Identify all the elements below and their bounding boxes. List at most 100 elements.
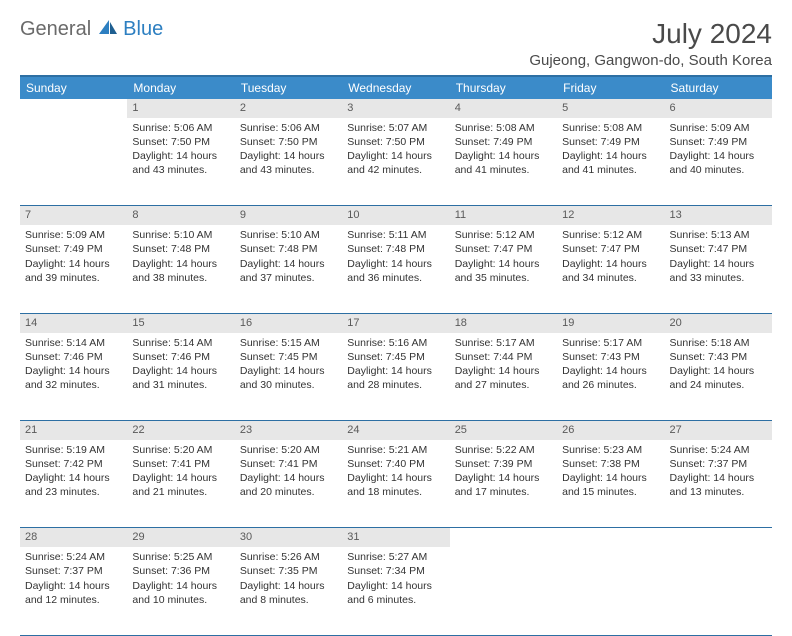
day-day2: and 23 minutes. <box>25 485 122 499</box>
day-sunrise: Sunrise: 5:27 AM <box>347 550 444 564</box>
day-sunrise: Sunrise: 5:17 AM <box>455 336 552 350</box>
day-sunset: Sunset: 7:41 PM <box>240 457 337 471</box>
day-sunrise: Sunrise: 5:23 AM <box>562 443 659 457</box>
day-cell: Sunrise: 5:09 AMSunset: 7:49 PMDaylight:… <box>20 225 127 313</box>
day-number: 9 <box>235 206 342 225</box>
day-day1: Daylight: 14 hours <box>455 149 552 163</box>
day-day2: and 41 minutes. <box>562 163 659 177</box>
day-cell: Sunrise: 5:23 AMSunset: 7:38 PMDaylight:… <box>557 440 664 528</box>
day-sunrise: Sunrise: 5:09 AM <box>25 228 122 242</box>
day-sunset: Sunset: 7:39 PM <box>455 457 552 471</box>
day-number: 30 <box>235 528 342 547</box>
day-sunset: Sunset: 7:35 PM <box>240 564 337 578</box>
day-number <box>450 528 557 547</box>
day-sunset: Sunset: 7:43 PM <box>670 350 767 364</box>
day-day1: Daylight: 14 hours <box>670 257 767 271</box>
day-cell: Sunrise: 5:22 AMSunset: 7:39 PMDaylight:… <box>450 440 557 528</box>
day-sunrise: Sunrise: 5:13 AM <box>670 228 767 242</box>
day-day1: Daylight: 14 hours <box>240 149 337 163</box>
day-sunset: Sunset: 7:34 PM <box>347 564 444 578</box>
day-day1: Daylight: 14 hours <box>562 364 659 378</box>
logo-text-general: General <box>20 18 91 41</box>
day-cell: Sunrise: 5:18 AMSunset: 7:43 PMDaylight:… <box>665 333 772 421</box>
day-day2: and 12 minutes. <box>25 593 122 607</box>
day-cell: Sunrise: 5:06 AMSunset: 7:50 PMDaylight:… <box>235 118 342 206</box>
day-sunset: Sunset: 7:38 PM <box>562 457 659 471</box>
day-sunrise: Sunrise: 5:21 AM <box>347 443 444 457</box>
day-sunrise: Sunrise: 5:06 AM <box>132 121 229 135</box>
day-number <box>557 528 664 547</box>
day-sunset: Sunset: 7:46 PM <box>25 350 122 364</box>
day-day2: and 8 minutes. <box>240 593 337 607</box>
day-sunrise: Sunrise: 5:19 AM <box>25 443 122 457</box>
day-day2: and 37 minutes. <box>240 271 337 285</box>
day-sunset: Sunset: 7:48 PM <box>240 242 337 256</box>
day-sunrise: Sunrise: 5:10 AM <box>240 228 337 242</box>
day-sunset: Sunset: 7:50 PM <box>347 135 444 149</box>
day-number: 7 <box>20 206 127 225</box>
day-sunrise: Sunrise: 5:07 AM <box>347 121 444 135</box>
weekday-header: Monday <box>127 76 234 99</box>
day-day1: Daylight: 14 hours <box>240 579 337 593</box>
day-sunrise: Sunrise: 5:11 AM <box>347 228 444 242</box>
day-sunset: Sunset: 7:50 PM <box>132 135 229 149</box>
day-cell <box>20 118 127 206</box>
day-day2: and 35 minutes. <box>455 271 552 285</box>
day-number: 25 <box>450 421 557 440</box>
calendar-table: Sunday Monday Tuesday Wednesday Thursday… <box>20 75 772 636</box>
day-sunrise: Sunrise: 5:14 AM <box>25 336 122 350</box>
day-cell <box>557 547 664 635</box>
day-number: 12 <box>557 206 664 225</box>
day-number: 21 <box>20 421 127 440</box>
day-cell <box>665 547 772 635</box>
day-sunrise: Sunrise: 5:26 AM <box>240 550 337 564</box>
day-day2: and 32 minutes. <box>25 378 122 392</box>
day-cell: Sunrise: 5:25 AMSunset: 7:36 PMDaylight:… <box>127 547 234 635</box>
day-day2: and 43 minutes. <box>132 163 229 177</box>
week-row: Sunrise: 5:14 AMSunset: 7:46 PMDaylight:… <box>20 333 772 421</box>
day-sunrise: Sunrise: 5:20 AM <box>132 443 229 457</box>
day-cell: Sunrise: 5:24 AMSunset: 7:37 PMDaylight:… <box>20 547 127 635</box>
day-sunset: Sunset: 7:49 PM <box>455 135 552 149</box>
day-day2: and 17 minutes. <box>455 485 552 499</box>
day-cell: Sunrise: 5:20 AMSunset: 7:41 PMDaylight:… <box>127 440 234 528</box>
day-sunset: Sunset: 7:47 PM <box>670 242 767 256</box>
day-number: 14 <box>20 313 127 332</box>
day-day1: Daylight: 14 hours <box>25 471 122 485</box>
day-sunrise: Sunrise: 5:20 AM <box>240 443 337 457</box>
day-day1: Daylight: 14 hours <box>132 257 229 271</box>
day-number-row: 14151617181920 <box>20 313 772 332</box>
day-day2: and 26 minutes. <box>562 378 659 392</box>
day-cell: Sunrise: 5:24 AMSunset: 7:37 PMDaylight:… <box>665 440 772 528</box>
day-cell: Sunrise: 5:16 AMSunset: 7:45 PMDaylight:… <box>342 333 449 421</box>
day-day1: Daylight: 14 hours <box>347 471 444 485</box>
day-day2: and 34 minutes. <box>562 271 659 285</box>
day-sunset: Sunset: 7:48 PM <box>347 242 444 256</box>
day-cell: Sunrise: 5:12 AMSunset: 7:47 PMDaylight:… <box>557 225 664 313</box>
weekday-header: Thursday <box>450 76 557 99</box>
day-day1: Daylight: 14 hours <box>240 257 337 271</box>
day-sunrise: Sunrise: 5:12 AM <box>455 228 552 242</box>
day-number: 29 <box>127 528 234 547</box>
day-number: 2 <box>235 99 342 118</box>
day-sunset: Sunset: 7:46 PM <box>132 350 229 364</box>
day-number: 8 <box>127 206 234 225</box>
day-day1: Daylight: 14 hours <box>240 364 337 378</box>
day-number: 20 <box>665 313 772 332</box>
day-day1: Daylight: 14 hours <box>455 471 552 485</box>
day-day2: and 28 minutes. <box>347 378 444 392</box>
day-day2: and 30 minutes. <box>240 378 337 392</box>
day-sunset: Sunset: 7:43 PM <box>562 350 659 364</box>
day-day1: Daylight: 14 hours <box>240 471 337 485</box>
day-sunrise: Sunrise: 5:08 AM <box>455 121 552 135</box>
day-sunset: Sunset: 7:42 PM <box>25 457 122 471</box>
day-cell: Sunrise: 5:07 AMSunset: 7:50 PMDaylight:… <box>342 118 449 206</box>
day-day1: Daylight: 14 hours <box>562 149 659 163</box>
day-sunrise: Sunrise: 5:24 AM <box>670 443 767 457</box>
day-sunset: Sunset: 7:48 PM <box>132 242 229 256</box>
day-number: 4 <box>450 99 557 118</box>
day-number: 26 <box>557 421 664 440</box>
day-day2: and 42 minutes. <box>347 163 444 177</box>
day-number: 11 <box>450 206 557 225</box>
day-number <box>20 99 127 118</box>
